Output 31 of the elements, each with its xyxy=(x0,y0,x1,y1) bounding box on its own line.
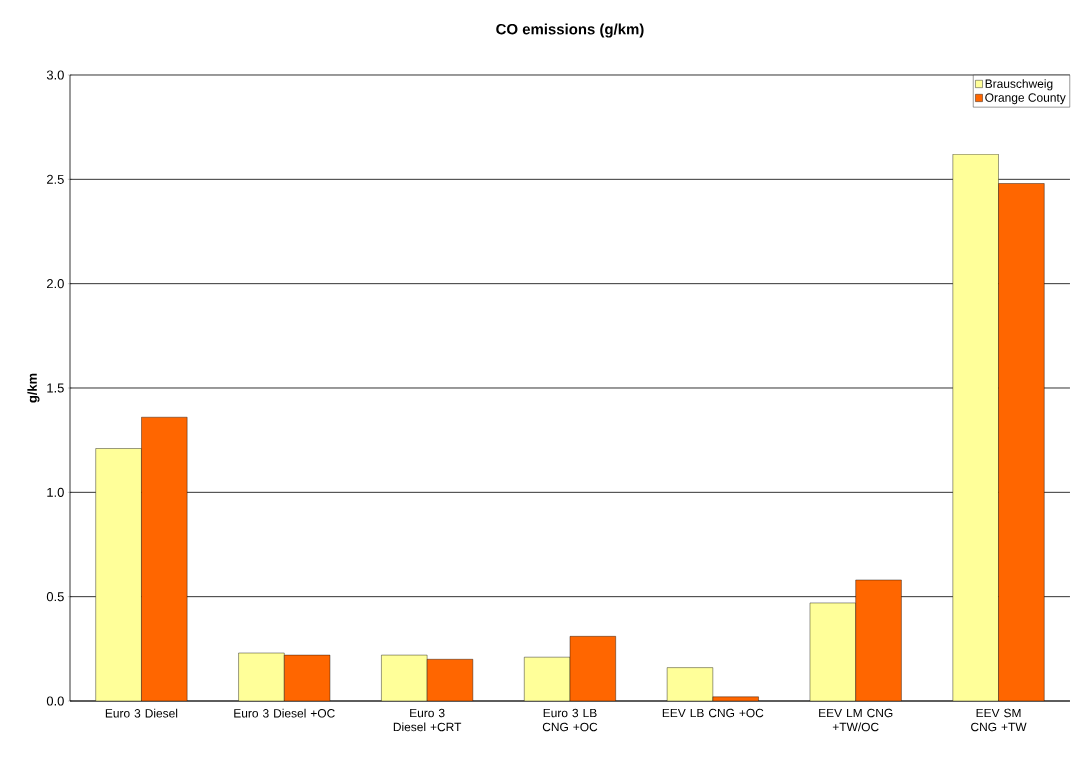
bar xyxy=(141,417,188,701)
bar xyxy=(952,154,999,701)
x-tick-label: EEV LM CNG +TW/OC xyxy=(819,708,893,732)
bar xyxy=(381,654,428,701)
bar xyxy=(569,636,616,701)
x-tick-label: EEV LB CNG +OC xyxy=(662,708,764,718)
x-tick-label: Euro 3 Diesel +OC xyxy=(234,708,335,718)
x-tick-label: EEV SM CNG +TW xyxy=(971,708,1027,732)
y-tick-label: 0.0 xyxy=(46,696,64,706)
bar xyxy=(284,654,331,701)
bar xyxy=(809,602,856,701)
y-tick-label: 1.0 xyxy=(47,487,64,497)
bar xyxy=(524,657,570,701)
bar xyxy=(666,667,714,701)
y-tick-label: 2.0 xyxy=(47,279,64,289)
bar xyxy=(95,448,142,701)
y-tick-label: 0.5 xyxy=(46,592,64,602)
chart-title: CO emissions (g/km) xyxy=(496,23,644,38)
y-tick-label: 2.5 xyxy=(47,174,64,184)
legend-label: Orange County xyxy=(985,93,1066,105)
x-tick-label: Euro 3 LB CNG +OC xyxy=(542,708,598,732)
y-tick-label: 3.0 xyxy=(46,70,64,80)
legend-label: Brauschweig xyxy=(985,79,1053,91)
bar xyxy=(426,659,474,701)
x-tick-label: Euro 3 Diesel xyxy=(105,708,178,718)
bar xyxy=(998,183,1045,701)
bar xyxy=(855,579,902,701)
bar xyxy=(238,652,285,701)
y-axis-title: g/km xyxy=(27,373,40,403)
x-tick-label: Euro 3 Diesel +CRT xyxy=(393,708,462,732)
y-tick-label: 1.5 xyxy=(47,383,64,393)
